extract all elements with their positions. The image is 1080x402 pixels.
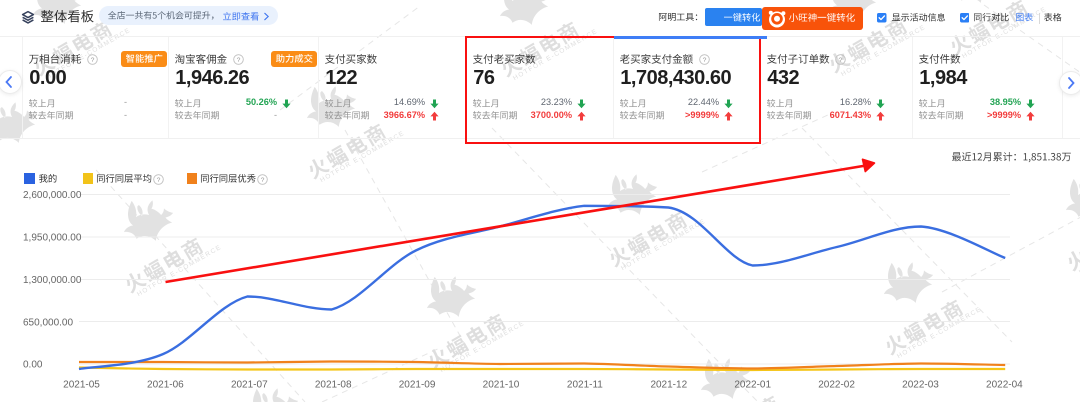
svg-text:2022-03: 2022-03	[902, 380, 939, 391]
svg-text:2022-01: 2022-01	[734, 380, 771, 391]
svg-text:2021-10: 2021-10	[483, 380, 520, 391]
svg-text:2021-12: 2021-12	[650, 380, 687, 391]
svg-text:?: ?	[260, 177, 264, 184]
svg-text:2021-05: 2021-05	[63, 380, 100, 391]
svg-text:0.00: 0.00	[23, 360, 43, 371]
svg-text:?: ?	[156, 177, 160, 184]
svg-text:?: ?	[236, 57, 240, 64]
svg-text:?: ?	[839, 57, 843, 64]
svg-text:?: ?	[90, 57, 94, 64]
svg-text:2021-07: 2021-07	[231, 380, 268, 391]
svg-text:2021-06: 2021-06	[147, 380, 184, 391]
svg-text:2021-08: 2021-08	[315, 380, 352, 391]
svg-text:2022-04: 2022-04	[986, 380, 1023, 391]
svg-text:2021-11: 2021-11	[567, 380, 603, 391]
svg-text:?: ?	[702, 57, 706, 64]
svg-text:1,950,000.00: 1,950,000.00	[23, 233, 82, 244]
svg-text:2021-09: 2021-09	[399, 380, 436, 391]
svg-text:650,000.00: 650,000.00	[23, 318, 73, 329]
svg-text:2022-02: 2022-02	[818, 380, 855, 391]
svg-text:2,600,000.00: 2,600,000.00	[23, 190, 82, 201]
svg-text:1,300,000.00: 1,300,000.00	[23, 275, 82, 286]
